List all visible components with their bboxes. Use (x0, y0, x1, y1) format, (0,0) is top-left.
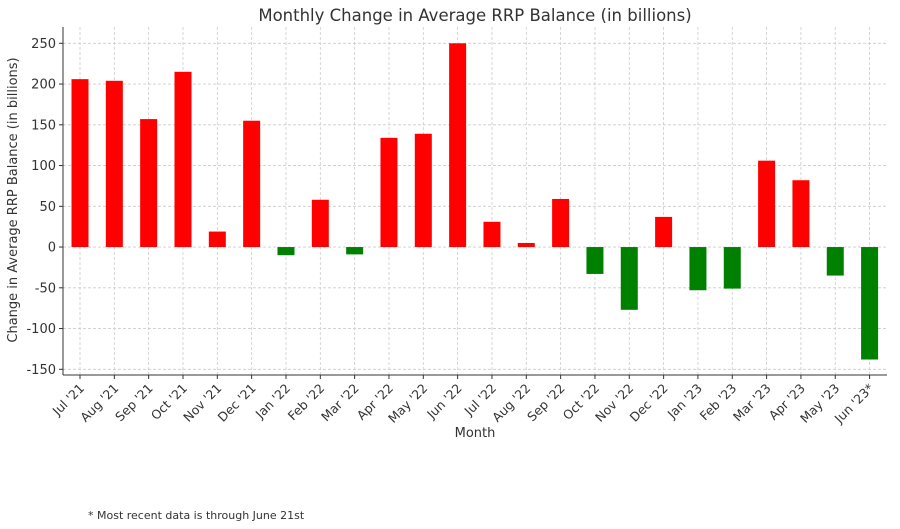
bar (449, 43, 467, 248)
bar (552, 198, 570, 248)
bar (243, 120, 261, 248)
y-tick-label: 150 (31, 118, 56, 133)
bar (586, 247, 604, 274)
x-tick-label: Dec '22 (627, 381, 671, 425)
y-tick-label: 250 (31, 37, 56, 52)
bar (792, 180, 810, 248)
bar (620, 247, 638, 310)
bar (380, 137, 398, 248)
bar (517, 242, 535, 248)
x-tick-label: Aug '22 (489, 381, 533, 425)
y-tick-label: 200 (31, 78, 56, 93)
footnote: * Most recent data is through June 21st (88, 509, 305, 522)
bar (655, 216, 673, 248)
bar (208, 231, 226, 248)
bar (689, 247, 707, 291)
bar (311, 199, 329, 248)
bar (758, 160, 776, 248)
y-tick-label: -100 (26, 322, 56, 337)
bar (414, 133, 432, 248)
bar (277, 247, 295, 256)
bar (174, 71, 192, 248)
x-tick-label: Sep '21 (112, 381, 156, 425)
y-tick-label: -150 (26, 363, 56, 378)
y-tick-label: 100 (31, 159, 56, 174)
x-tick-label: Mar '23 (730, 381, 774, 425)
bar (140, 119, 158, 248)
bar (346, 247, 364, 255)
y-tick-label: 0 (48, 241, 56, 256)
x-tick-label: Dec '21 (215, 381, 259, 425)
bar (861, 247, 879, 360)
bar-series (71, 43, 879, 360)
x-tick-label: Sep '22 (524, 381, 568, 425)
x-axis-label: Month (455, 426, 496, 441)
bar (105, 80, 123, 248)
bar (71, 79, 89, 248)
y-tick-label: -50 (35, 281, 56, 296)
y-axis-label: Change in Average RRP Balance (in billio… (6, 57, 21, 342)
x-tick-label: Jun '22 (423, 381, 465, 423)
bar (723, 247, 741, 289)
x-tick-label: Mar '22 (318, 381, 362, 425)
x-tick-label: Aug '21 (77, 381, 121, 425)
y-tick-label: 50 (39, 200, 56, 215)
bar (483, 221, 501, 248)
chart-title: Monthly Change in Average RRP Balance (i… (258, 6, 691, 25)
bar (826, 247, 844, 276)
